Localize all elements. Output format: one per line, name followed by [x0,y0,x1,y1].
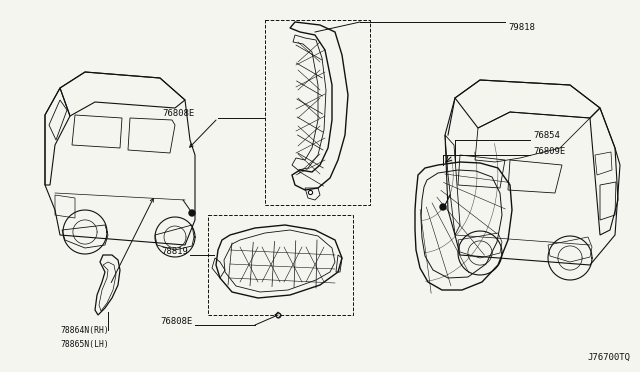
Text: 76809E: 76809E [533,147,565,155]
Bar [208,215,353,315]
Text: 78819: 78819 [161,247,188,256]
Text: 76808E: 76808E [163,109,195,119]
Text: 78865N(LH): 78865N(LH) [60,340,109,349]
Text: 76808E: 76808E [161,317,193,326]
Bar [265,20,370,205]
Text: 79818: 79818 [508,23,535,32]
Circle shape [189,210,195,216]
Circle shape [440,204,446,210]
Text: J76700TQ: J76700TQ [587,353,630,362]
Text: 78864N(RH): 78864N(RH) [60,326,109,335]
Text: 76854: 76854 [533,131,560,141]
